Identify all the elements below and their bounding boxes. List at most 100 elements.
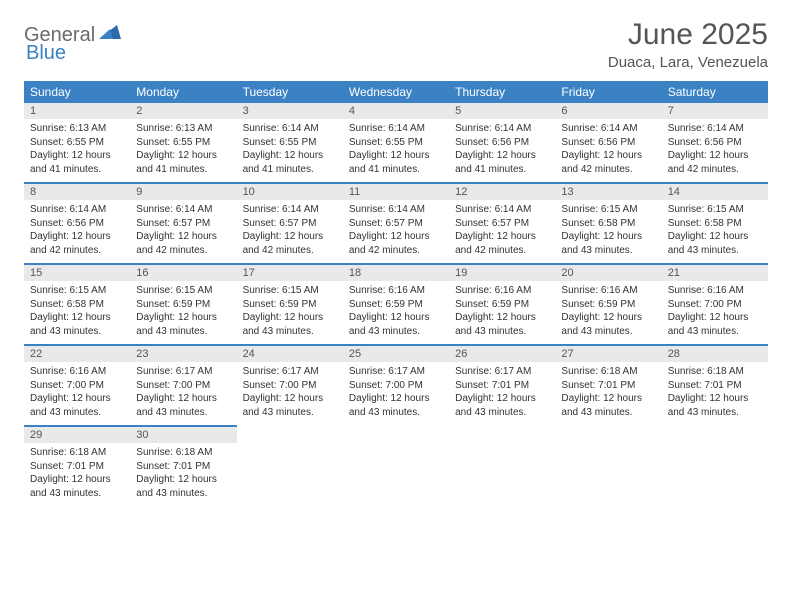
- calendar-table: Sunday Monday Tuesday Wednesday Thursday…: [24, 81, 768, 506]
- sunrise-text: Sunrise: 6:16 AM: [561, 284, 655, 298]
- sunrise-text: Sunrise: 6:17 AM: [455, 365, 549, 379]
- sunset-text: Sunset: 6:56 PM: [455, 136, 549, 150]
- sunrise-text: Sunrise: 6:17 AM: [349, 365, 443, 379]
- sunset-text: Sunset: 7:01 PM: [455, 379, 549, 393]
- day-cell: 1Sunrise: 6:13 AMSunset: 6:55 PMDaylight…: [24, 103, 130, 183]
- daylight-line1: Daylight: 12 hours: [136, 311, 230, 325]
- triangle-icon: [99, 25, 121, 44]
- sunset-text: Sunset: 6:59 PM: [243, 298, 337, 312]
- daylight-line1: Daylight: 12 hours: [30, 392, 124, 406]
- daylight-line1: Daylight: 12 hours: [30, 473, 124, 487]
- sunrise-text: Sunrise: 6:13 AM: [136, 122, 230, 136]
- daylight-line2: and 43 minutes.: [561, 325, 655, 339]
- sunset-text: Sunset: 6:59 PM: [561, 298, 655, 312]
- day-number: 7: [662, 103, 768, 119]
- day-body: Sunrise: 6:18 AMSunset: 7:01 PMDaylight:…: [130, 443, 236, 506]
- daylight-line2: and 43 minutes.: [561, 406, 655, 420]
- day-number: 16: [130, 265, 236, 281]
- daylight-line1: Daylight: 12 hours: [668, 230, 762, 244]
- day-body: Sunrise: 6:18 AMSunset: 7:01 PMDaylight:…: [24, 443, 130, 506]
- day-number: 1: [24, 103, 130, 119]
- day-cell: 18Sunrise: 6:16 AMSunset: 6:59 PMDayligh…: [343, 264, 449, 345]
- daylight-line2: and 43 minutes.: [136, 325, 230, 339]
- day-body: Sunrise: 6:14 AMSunset: 6:56 PMDaylight:…: [24, 200, 130, 263]
- sunset-text: Sunset: 7:00 PM: [349, 379, 443, 393]
- sunset-text: Sunset: 6:59 PM: [136, 298, 230, 312]
- daylight-line1: Daylight: 12 hours: [668, 392, 762, 406]
- sunrise-text: Sunrise: 6:16 AM: [349, 284, 443, 298]
- day-cell: 23Sunrise: 6:17 AMSunset: 7:00 PMDayligh…: [130, 345, 236, 426]
- day-cell: 30Sunrise: 6:18 AMSunset: 7:01 PMDayligh…: [130, 426, 236, 506]
- day-cell: [555, 426, 661, 506]
- week-row: 29Sunrise: 6:18 AMSunset: 7:01 PMDayligh…: [24, 426, 768, 506]
- day-number: 27: [555, 346, 661, 362]
- daylight-line1: Daylight: 12 hours: [349, 392, 443, 406]
- sunrise-text: Sunrise: 6:17 AM: [136, 365, 230, 379]
- sunset-text: Sunset: 6:59 PM: [349, 298, 443, 312]
- day-cell: 7Sunrise: 6:14 AMSunset: 6:56 PMDaylight…: [662, 103, 768, 183]
- day-cell: 26Sunrise: 6:17 AMSunset: 7:01 PMDayligh…: [449, 345, 555, 426]
- day-cell: 28Sunrise: 6:18 AMSunset: 7:01 PMDayligh…: [662, 345, 768, 426]
- day-body: Sunrise: 6:18 AMSunset: 7:01 PMDaylight:…: [555, 362, 661, 425]
- sunrise-text: Sunrise: 6:16 AM: [30, 365, 124, 379]
- sunset-text: Sunset: 6:55 PM: [136, 136, 230, 150]
- day-body: Sunrise: 6:14 AMSunset: 6:57 PMDaylight:…: [237, 200, 343, 263]
- weekday-header: Saturday: [662, 81, 768, 103]
- day-body: Sunrise: 6:14 AMSunset: 6:55 PMDaylight:…: [237, 119, 343, 182]
- day-body: Sunrise: 6:15 AMSunset: 6:59 PMDaylight:…: [130, 281, 236, 344]
- daylight-line1: Daylight: 12 hours: [243, 392, 337, 406]
- sunset-text: Sunset: 6:57 PM: [349, 217, 443, 231]
- day-body: Sunrise: 6:14 AMSunset: 6:56 PMDaylight:…: [555, 119, 661, 182]
- sunset-text: Sunset: 6:55 PM: [243, 136, 337, 150]
- daylight-line2: and 42 minutes.: [136, 244, 230, 258]
- daylight-line2: and 41 minutes.: [30, 163, 124, 177]
- sunrise-text: Sunrise: 6:15 AM: [30, 284, 124, 298]
- daylight-line2: and 42 minutes.: [243, 244, 337, 258]
- day-number: 30: [130, 427, 236, 443]
- day-cell: 29Sunrise: 6:18 AMSunset: 7:01 PMDayligh…: [24, 426, 130, 506]
- day-cell: 15Sunrise: 6:15 AMSunset: 6:58 PMDayligh…: [24, 264, 130, 345]
- daylight-line1: Daylight: 12 hours: [561, 149, 655, 163]
- sunrise-text: Sunrise: 6:16 AM: [668, 284, 762, 298]
- sunrise-text: Sunrise: 6:14 AM: [668, 122, 762, 136]
- sunrise-text: Sunrise: 6:17 AM: [243, 365, 337, 379]
- day-body: Sunrise: 6:15 AMSunset: 6:59 PMDaylight:…: [237, 281, 343, 344]
- week-row: 1Sunrise: 6:13 AMSunset: 6:55 PMDaylight…: [24, 103, 768, 183]
- day-number: 23: [130, 346, 236, 362]
- day-cell: 8Sunrise: 6:14 AMSunset: 6:56 PMDaylight…: [24, 183, 130, 264]
- day-cell: [662, 426, 768, 506]
- sunrise-text: Sunrise: 6:14 AM: [349, 203, 443, 217]
- location: Duaca, Lara, Venezuela: [608, 54, 768, 71]
- day-cell: 22Sunrise: 6:16 AMSunset: 7:00 PMDayligh…: [24, 345, 130, 426]
- day-cell: [343, 426, 449, 506]
- week-row: 8Sunrise: 6:14 AMSunset: 6:56 PMDaylight…: [24, 183, 768, 264]
- day-cell: 19Sunrise: 6:16 AMSunset: 6:59 PMDayligh…: [449, 264, 555, 345]
- daylight-line2: and 43 minutes.: [136, 406, 230, 420]
- daylight-line2: and 43 minutes.: [243, 325, 337, 339]
- day-cell: 3Sunrise: 6:14 AMSunset: 6:55 PMDaylight…: [237, 103, 343, 183]
- daylight-line1: Daylight: 12 hours: [668, 149, 762, 163]
- day-body: Sunrise: 6:13 AMSunset: 6:55 PMDaylight:…: [24, 119, 130, 182]
- sunrise-text: Sunrise: 6:15 AM: [136, 284, 230, 298]
- day-cell: 25Sunrise: 6:17 AMSunset: 7:00 PMDayligh…: [343, 345, 449, 426]
- sunrise-text: Sunrise: 6:14 AM: [455, 122, 549, 136]
- daylight-line1: Daylight: 12 hours: [30, 311, 124, 325]
- weekday-header-row: Sunday Monday Tuesday Wednesday Thursday…: [24, 81, 768, 103]
- day-body: Sunrise: 6:16 AMSunset: 6:59 PMDaylight:…: [343, 281, 449, 344]
- sunrise-text: Sunrise: 6:18 AM: [668, 365, 762, 379]
- day-number: 13: [555, 184, 661, 200]
- daylight-line1: Daylight: 12 hours: [30, 149, 124, 163]
- day-body: Sunrise: 6:18 AMSunset: 7:01 PMDaylight:…: [662, 362, 768, 425]
- day-cell: 4Sunrise: 6:14 AMSunset: 6:55 PMDaylight…: [343, 103, 449, 183]
- sunset-text: Sunset: 6:57 PM: [455, 217, 549, 231]
- day-cell: [449, 426, 555, 506]
- daylight-line1: Daylight: 12 hours: [349, 230, 443, 244]
- daylight-line2: and 43 minutes.: [349, 406, 443, 420]
- daylight-line2: and 43 minutes.: [136, 487, 230, 501]
- day-number: 9: [130, 184, 236, 200]
- week-row: 22Sunrise: 6:16 AMSunset: 7:00 PMDayligh…: [24, 345, 768, 426]
- day-number: 20: [555, 265, 661, 281]
- sunset-text: Sunset: 6:56 PM: [30, 217, 124, 231]
- daylight-line2: and 43 minutes.: [668, 406, 762, 420]
- daylight-line1: Daylight: 12 hours: [455, 230, 549, 244]
